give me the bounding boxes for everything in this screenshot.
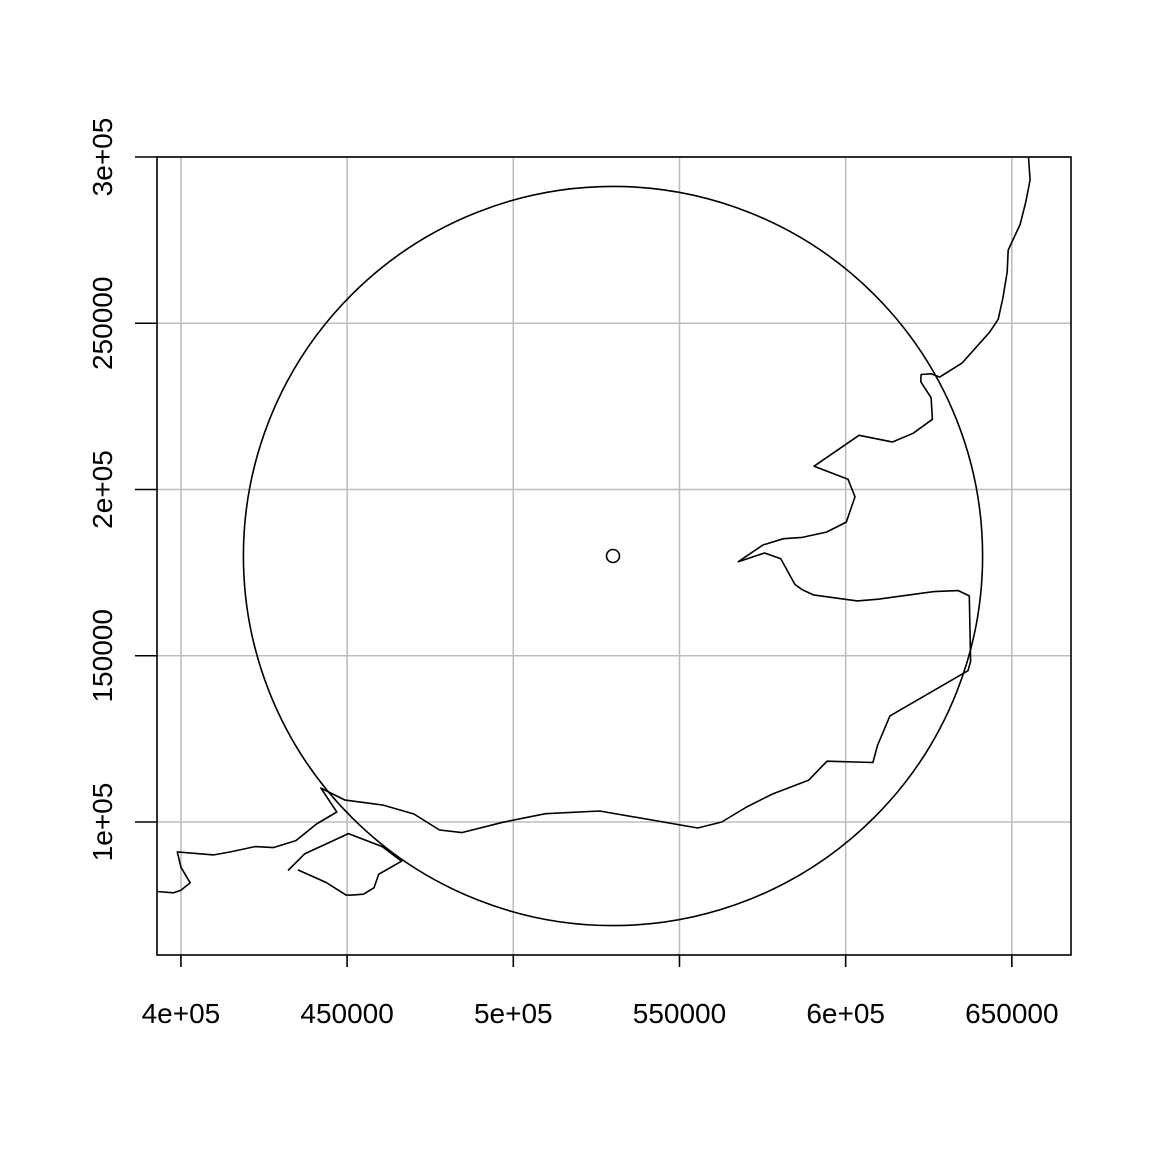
- x-tick-label-0: 4e+05: [142, 998, 221, 1029]
- x-tick-label-5: 650000: [965, 998, 1058, 1029]
- grid: [157, 156, 1071, 955]
- coastline-layer: [156, 156, 1031, 896]
- y-tick-label-0: 1e+05: [87, 783, 118, 862]
- x-tick-label-2: 5e+05: [474, 998, 553, 1029]
- y-tick-label-3: 250000: [87, 277, 118, 370]
- x-tick-label-4: 6e+05: [806, 998, 885, 1029]
- y-tick-label-2: 2e+05: [87, 450, 118, 529]
- buffer-circle: [242, 185, 984, 927]
- y-axis: 1e+05 150000 2e+05 250000 3e+05: [87, 118, 157, 862]
- y-tick-label-1: 150000: [87, 609, 118, 702]
- plot-frame: [156, 156, 1072, 956]
- coastline-isle-of-wight: [287, 832, 403, 896]
- x-tick-label-1: 450000: [300, 998, 393, 1029]
- x-axis: 4e+05 450000 5e+05 550000 6e+05 650000: [142, 955, 1059, 1029]
- y-tick-label-4: 3e+05: [87, 118, 118, 197]
- x-tick-label-3: 550000: [633, 998, 726, 1029]
- coastline-south-and-east-coast: [156, 156, 1031, 894]
- center-point: [605, 548, 621, 564]
